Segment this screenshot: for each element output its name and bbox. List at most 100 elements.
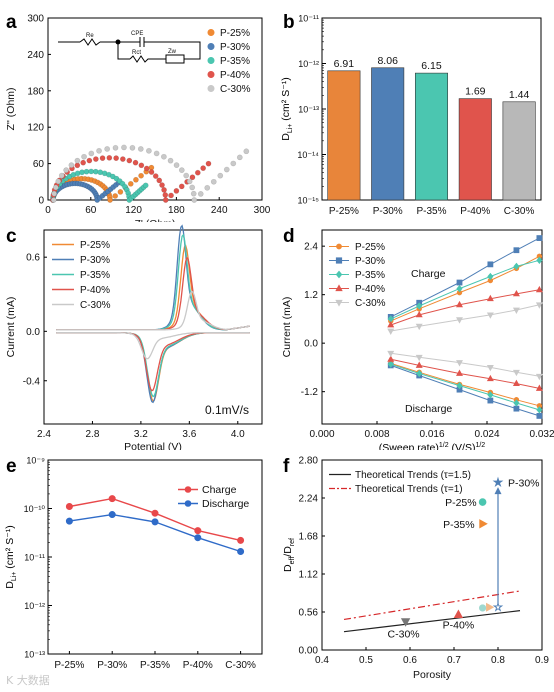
bar-P-30% [371,67,405,201]
legend-marker [184,486,192,493]
y-axis-label: DLi+ (cm² S⁻¹) [280,77,294,141]
data-point [535,285,543,293]
point-label: P-35% [443,519,475,531]
trend-line-1 [343,610,521,633]
data-point [159,182,165,188]
legend-label: P-40% [355,284,385,295]
x-tick-label: 0.6 [403,655,417,666]
panel-b-diffusion-bars: b 10⁻¹¹ 10⁻¹² 10⁻¹³ 10⁻¹⁴ 10⁻¹⁵ DLi+ (cm² S⁻¹)… [280,12,542,217]
data-point [387,355,395,362]
x-tick-label: P-25% [54,660,84,671]
y-tick-label: 2.80 [299,456,319,467]
data-point [194,169,201,176]
series-line-discharge [390,364,540,417]
data-point [143,165,150,172]
x-tick-label: P-30% [373,206,403,217]
data-point [387,350,395,358]
data-point [513,405,520,412]
data-point [92,156,99,162]
data-point [52,184,59,191]
cpe-element [118,37,141,47]
y-tick-label: 300 [27,14,44,25]
data-point [217,172,224,179]
legend-marker [207,28,215,36]
data-point [173,187,180,194]
data-point [486,294,494,302]
y-tick-label: 0.00 [299,646,319,657]
y-tick-label: 10⁻¹³ [298,105,319,115]
x-tick-label: 2.4 [37,429,51,440]
legend-label: P-40% [80,285,110,296]
data-point [487,397,494,404]
data-point [416,302,423,310]
legend-label: C-30% [355,298,386,309]
data-point [536,235,543,241]
scan-rate-annotation: 0.1mV/s [205,403,249,417]
x-axis-label: (Sweep rate)1/2 (V/S)1/2 [379,442,486,450]
circuit-wire [117,42,130,60]
data-point [456,284,463,293]
data-point [512,289,520,297]
data-point [189,184,196,191]
series-P-30% [387,235,543,419]
data-label: 6.91 [334,58,355,70]
legend-label: P-30% [355,256,385,267]
y-tick-label: 0.0 [304,339,318,350]
plot-frame [47,17,263,201]
data-point [65,517,73,525]
x-tick-label: P-35% [140,660,170,671]
data-point [160,153,167,160]
data-point [486,364,494,372]
series-C-30%-cathodic [56,331,250,360]
legend-marker [207,85,215,93]
watermark: K 大数据 [6,674,50,687]
x-tick-label: 0.032 [529,429,554,440]
series-line-discharge [390,362,540,407]
circuit-label-rct: Rct [132,50,141,56]
series-P-40%-cathodic [56,331,250,392]
data-point [456,279,463,286]
ghost-point [486,602,495,612]
legend-label: C-30% [80,300,111,311]
resistor-rct [129,55,166,63]
point-P-40% [453,609,464,619]
y-tick-label: 1.12 [299,570,319,581]
data-point [74,157,81,164]
x-tick-label: 0.008 [364,429,389,440]
series-P-35%-cathodic [56,331,250,398]
data-point [236,154,243,161]
data-point [96,147,102,154]
y-tick-label: 10⁻¹¹ [24,553,45,563]
series-P-35% [387,256,543,414]
data-label: 1.69 [465,86,486,98]
point-P-35% [479,519,488,529]
data-point [197,191,204,197]
y-tick-label: -1.2 [301,387,319,398]
data-point [536,413,543,419]
x-tick-label: 0.000 [309,429,334,440]
series-line-discharge [390,358,540,389]
x-tick-label: P-40% [183,660,213,671]
data-point [535,384,543,391]
data-point [112,144,119,151]
annotation-discharge: Discharge [405,403,452,415]
x-tick-label: 300 [254,205,271,216]
data-point [58,172,65,179]
x-tick-label: 120 [125,205,142,216]
panel-d-current-vs-sweep: d 0.000 0.008 0.016 0.024 0.032 2.4 1.2 0.0 -1.2 (… [281,226,554,450]
y-tick-label: 10⁻¹⁰ [24,504,46,514]
legend-marker [207,71,215,79]
y-axis-label: Current (mA) [281,297,293,358]
data-point [230,160,237,167]
bar-P-40% [458,98,492,201]
data-point [178,183,185,190]
panel-letter: e [6,456,17,477]
y-tick-label: 1.68 [299,532,319,543]
legend-label: P-25% [355,242,385,253]
data-point [119,156,126,162]
data-point [387,328,395,335]
data-point [243,148,250,155]
series-line-charge [390,255,540,322]
y-tick-label: 0.6 [26,253,40,264]
series-P-40% [387,285,543,391]
